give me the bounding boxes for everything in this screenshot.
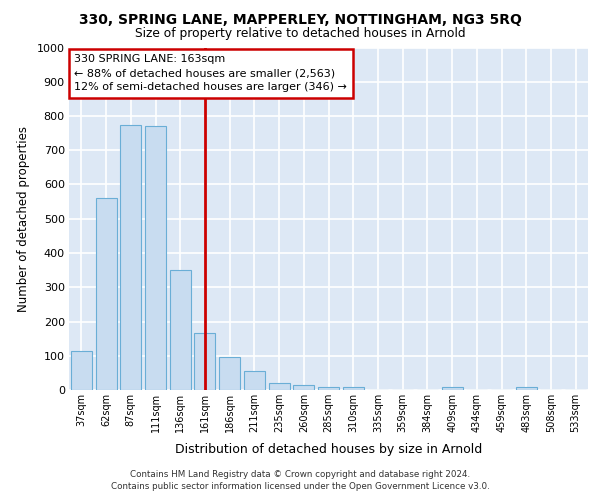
Bar — [170, 270, 191, 390]
Text: Contains HM Land Registry data © Crown copyright and database right 2024.: Contains HM Land Registry data © Crown c… — [130, 470, 470, 479]
Bar — [318, 386, 339, 390]
Y-axis label: Number of detached properties: Number of detached properties — [17, 126, 30, 312]
Bar — [516, 386, 537, 390]
Bar — [442, 386, 463, 390]
Text: 330 SPRING LANE: 163sqm
← 88% of detached houses are smaller (2,563)
12% of semi: 330 SPRING LANE: 163sqm ← 88% of detache… — [74, 54, 347, 92]
Text: Contains public sector information licensed under the Open Government Licence v3: Contains public sector information licen… — [110, 482, 490, 491]
Bar — [145, 126, 166, 390]
Bar — [269, 383, 290, 390]
Bar — [343, 388, 364, 390]
Bar — [120, 124, 141, 390]
Text: Size of property relative to detached houses in Arnold: Size of property relative to detached ho… — [134, 28, 466, 40]
Bar — [219, 357, 240, 390]
Bar — [95, 198, 116, 390]
Bar — [293, 385, 314, 390]
Text: 330, SPRING LANE, MAPPERLEY, NOTTINGHAM, NG3 5RQ: 330, SPRING LANE, MAPPERLEY, NOTTINGHAM,… — [79, 12, 521, 26]
Bar — [71, 352, 92, 390]
Bar — [244, 371, 265, 390]
Bar — [194, 334, 215, 390]
X-axis label: Distribution of detached houses by size in Arnold: Distribution of detached houses by size … — [175, 444, 482, 456]
